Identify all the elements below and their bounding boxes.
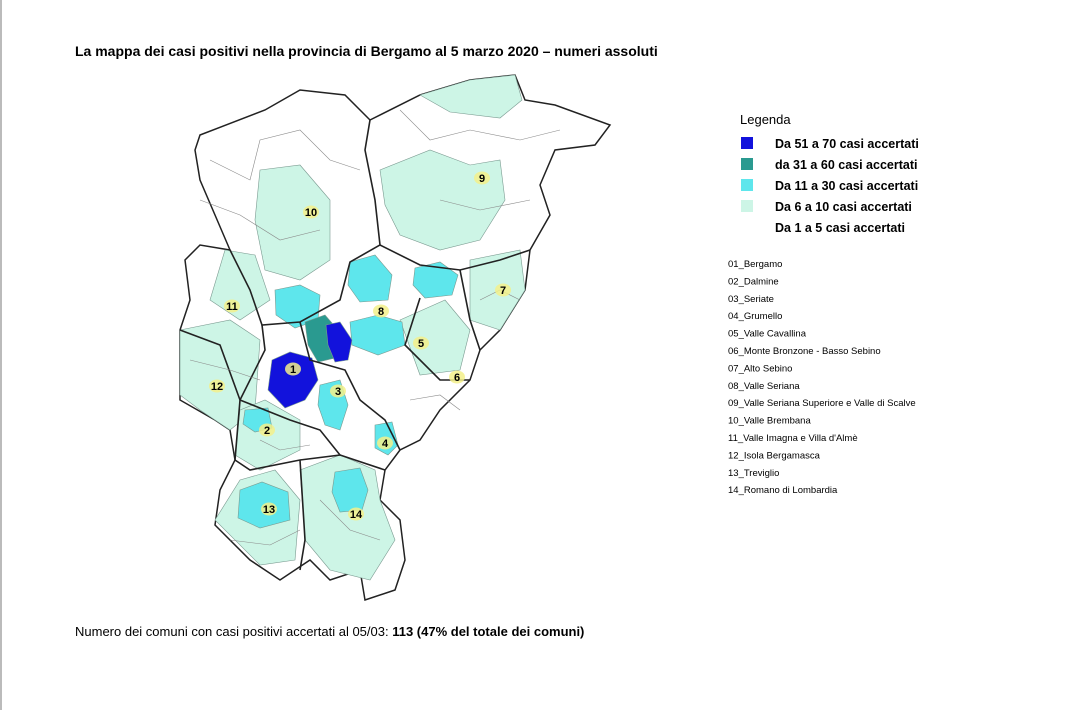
- region: [399, 299, 471, 376]
- map-label: 11: [226, 301, 238, 313]
- footer: Numero dei comuni con casi positivi acce…: [75, 624, 584, 639]
- district-name: 05_Valle Cavallina: [728, 329, 807, 340]
- map-label-bg: [303, 205, 319, 219]
- map-label: 12: [211, 381, 223, 393]
- legend-swatch: [741, 179, 753, 191]
- legend-label: Da 6 a 10 casi accertati: [775, 200, 912, 214]
- map-label-bg: [348, 507, 364, 521]
- map-label-bg: [449, 370, 465, 384]
- district-name: 09_Valle Seriana Superiore e Valle di Sc…: [728, 398, 916, 409]
- map-label: 10: [305, 207, 317, 219]
- legend-label: Da 11 a 30 casi accertati: [775, 179, 918, 193]
- map-label: 2: [264, 425, 270, 437]
- map-label: 13: [263, 504, 275, 516]
- map-label: 5: [418, 338, 424, 350]
- legend-swatch: [741, 137, 753, 149]
- district-name: 10_Valle Brembana: [728, 416, 811, 427]
- region: [419, 74, 523, 119]
- map-label: 4: [382, 438, 389, 450]
- region: [331, 467, 369, 513]
- district-name: 12_Isola Bergamasca: [728, 450, 821, 461]
- district-name: 02_Dalmine: [728, 276, 779, 287]
- district-name: 11_Valle Imagna e Villa d'Almè: [728, 433, 858, 444]
- region: [267, 351, 319, 409]
- map-label: 1: [290, 364, 296, 376]
- map-label-bg: [474, 171, 490, 185]
- legend-swatch: [741, 158, 753, 170]
- district-name: 07_Alto Sebino: [728, 363, 792, 374]
- district-name: 14_Romano di Lombardia: [728, 485, 838, 496]
- footer-text: Numero dei comuni con casi positivi acce…: [75, 624, 389, 639]
- map-label-bg: [285, 362, 301, 376]
- legend-swatch: [741, 221, 753, 233]
- map-label-bg: [495, 283, 511, 297]
- map-label: 3: [335, 386, 341, 398]
- legend-label: Da 51 a 70 casi accertati: [775, 137, 919, 151]
- region: [412, 261, 459, 299]
- map-label-bg: [259, 423, 275, 437]
- region: [254, 164, 331, 281]
- footer-highlight: 113 (47% del totale dei comuni): [392, 624, 584, 639]
- map-label-bg: [261, 502, 277, 516]
- district-boundaries: [179, 119, 531, 571]
- district-name: 13_Treviglio: [728, 468, 779, 479]
- title: La mappa dei casi positivi nella provinc…: [75, 43, 658, 59]
- legend-label: da 31 a 60 casi accertati: [775, 158, 917, 172]
- legend-swatch: [741, 200, 753, 212]
- legend-label: Da 1 a 5 casi accertati: [775, 221, 905, 235]
- region: [347, 254, 393, 303]
- district-name: 06_Monte Bronzone - Basso Sebino: [728, 346, 881, 357]
- map-label-bg: [224, 299, 240, 313]
- map-label: 7: [500, 285, 506, 297]
- region: [299, 454, 396, 581]
- map-label-bg: [377, 436, 393, 450]
- region: [325, 321, 353, 363]
- map-label: 9: [479, 173, 485, 185]
- map-label: 14: [350, 509, 363, 521]
- district-name: 03_Seriate: [728, 294, 774, 305]
- district-name: 01_Bergamo: [728, 259, 782, 270]
- map-label: 6: [454, 372, 460, 384]
- map-label-bg: [330, 384, 346, 398]
- district-name: 08_Valle Seriana: [728, 381, 800, 392]
- map-label-bg: [373, 304, 389, 318]
- region: [379, 149, 506, 251]
- municipality-lines: [189, 109, 561, 546]
- map-label: 8: [378, 306, 384, 318]
- legend-title: Legenda: [740, 112, 791, 127]
- map-label-bg: [413, 336, 429, 350]
- map-label-bg: [209, 379, 225, 393]
- district-name: 04_Grumello: [728, 311, 782, 322]
